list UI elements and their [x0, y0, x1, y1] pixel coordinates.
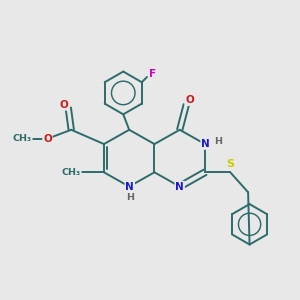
- Text: N: N: [125, 182, 134, 192]
- Text: O: O: [43, 134, 52, 144]
- Text: N: N: [201, 139, 210, 149]
- Text: H: H: [214, 137, 222, 146]
- Text: S: S: [226, 159, 234, 169]
- Text: H: H: [126, 194, 134, 202]
- Text: O: O: [59, 100, 68, 110]
- Text: CH₃: CH₃: [13, 134, 32, 143]
- Text: CH₃: CH₃: [62, 168, 81, 177]
- Text: F: F: [148, 69, 156, 79]
- Text: O: O: [185, 95, 194, 105]
- Text: N: N: [175, 182, 184, 192]
